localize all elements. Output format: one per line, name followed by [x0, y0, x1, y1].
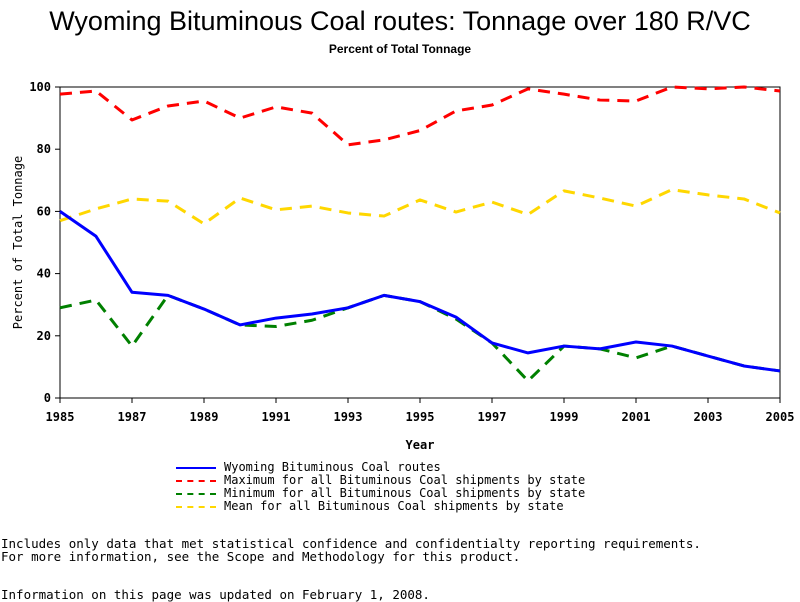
legend-item: Minimum for all Bituminous Coal shipment…: [176, 487, 585, 500]
y-axis-label: Percent of Total Tonnage: [11, 156, 25, 329]
x-tick-label: 1997: [478, 410, 507, 424]
x-tick-label: 1987: [118, 410, 147, 424]
footer-updated: Information on this page was updated on …: [1, 587, 430, 602]
legend-item: Maximum for all Bituminous Coal shipment…: [176, 474, 585, 487]
y-tick-label: 80: [37, 142, 51, 156]
footer-note: For more information, see the Scope and …: [1, 549, 521, 564]
legend-item: Wyoming Bituminous Coal routes: [176, 461, 585, 474]
series-line: [59, 293, 781, 383]
y-tick-label: 0: [44, 391, 51, 405]
legend-item: Mean for all Bituminous Coal shipments b…: [176, 500, 585, 513]
y-tick-label: 40: [37, 267, 51, 281]
legend-swatch: [176, 505, 216, 508]
chart-title: Wyoming Bituminous Coal routes: Tonnage …: [49, 6, 751, 36]
x-tick-label: 1995: [406, 410, 435, 424]
legend-swatch: [176, 492, 216, 495]
legend-label: Minimum for all Bituminous Coal shipment…: [224, 486, 586, 500]
series-line: [59, 188, 781, 226]
legend-swatch: [176, 466, 216, 469]
y-tick-label: 100: [29, 80, 51, 94]
legend-label: Maximum for all Bituminous Coal shipment…: [224, 473, 586, 487]
plot-frame: [59, 86, 781, 399]
x-tick-label: 2003: [694, 410, 723, 424]
x-tick-label: 1993: [334, 410, 363, 424]
legend-swatch: [176, 479, 216, 482]
x-axis-label: Year: [406, 438, 435, 452]
legend: Wyoming Bituminous Coal routes Maximum f…: [176, 461, 585, 513]
legend-label: Wyoming Bituminous Coal routes: [224, 460, 441, 474]
x-tick-label: 1999: [550, 410, 579, 424]
x-tick-label: 2001: [622, 410, 651, 424]
y-tick-label: 60: [37, 204, 51, 218]
legend-label: Mean for all Bituminous Coal shipments b…: [224, 499, 564, 513]
series-line: [59, 210, 781, 373]
x-tick-label: 1991: [262, 410, 291, 424]
chart-subtitle: Percent of Total Tonnage: [328, 42, 472, 56]
x-tick-label: 1985: [46, 410, 75, 424]
x-tick-label: 2005: [766, 410, 795, 424]
series-line: [59, 85, 781, 147]
y-tick-label: 20: [37, 329, 51, 343]
x-tick-label: 1989: [190, 410, 219, 424]
footer-note: Includes only data that met statistical …: [1, 536, 701, 551]
